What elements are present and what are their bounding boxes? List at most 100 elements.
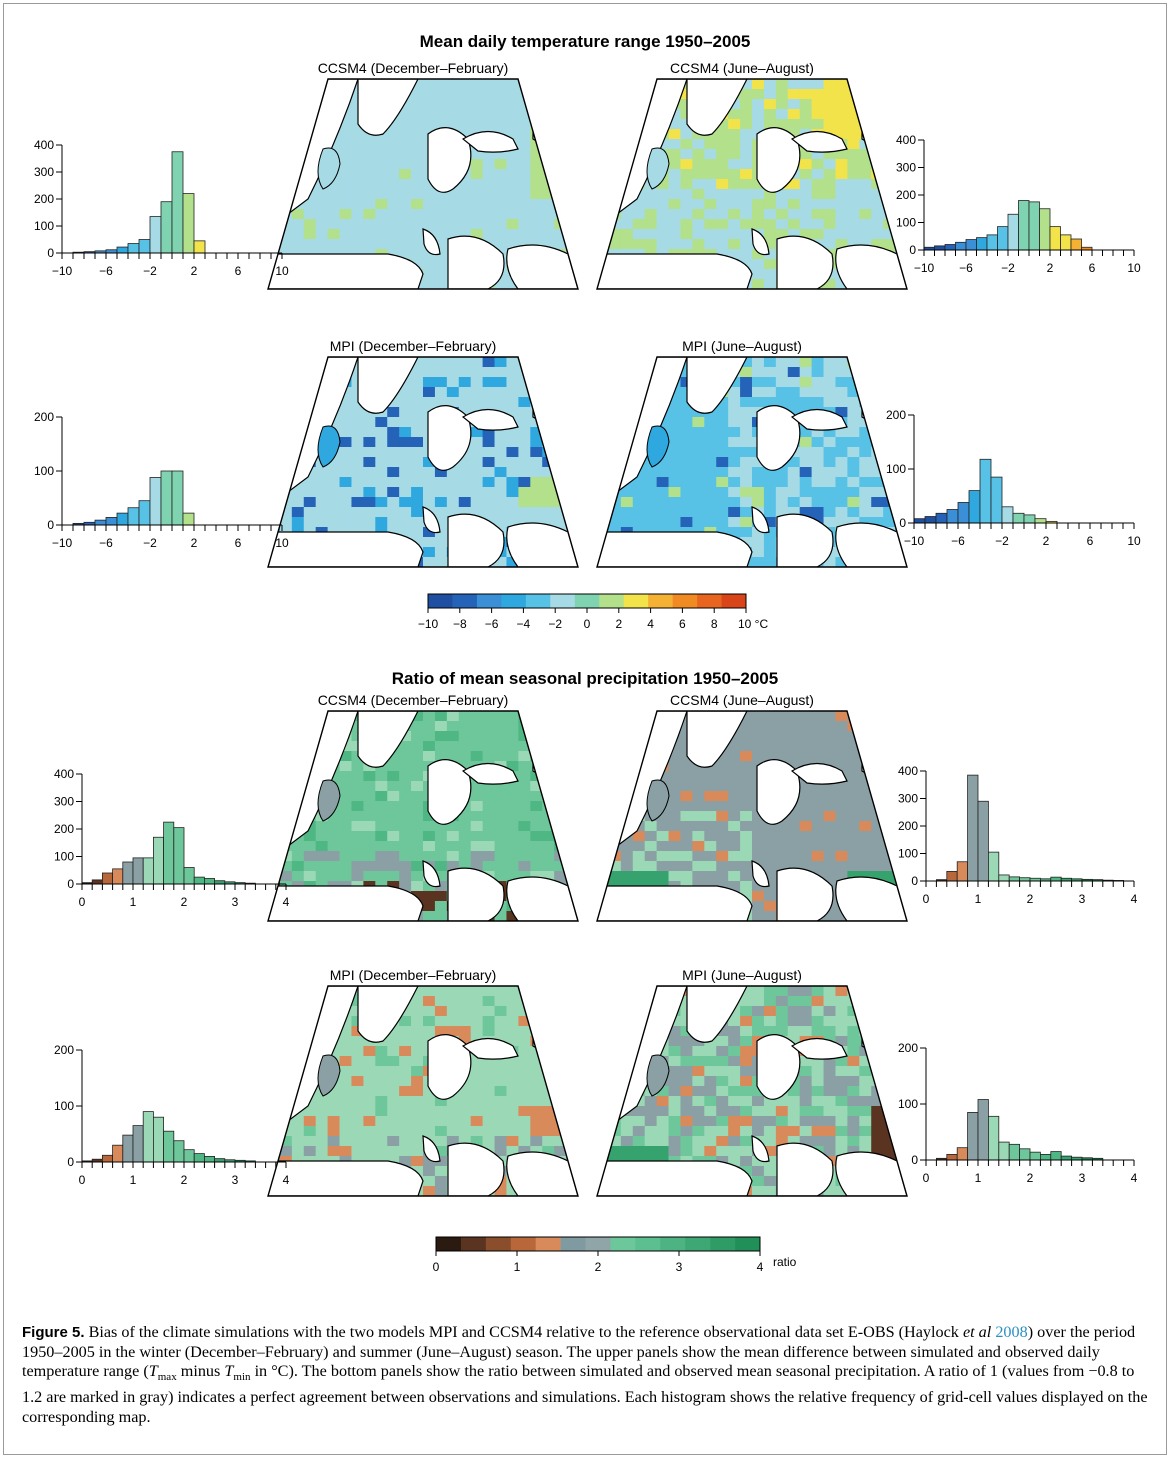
map-cell — [411, 467, 424, 478]
map-cell — [835, 457, 848, 468]
map-cell — [704, 791, 717, 802]
map-cell — [494, 437, 507, 448]
map-cell — [339, 397, 352, 408]
map-cell — [375, 467, 388, 478]
map-cell — [268, 487, 281, 498]
map-cell — [775, 229, 789, 240]
map-cell — [482, 1126, 495, 1137]
map-cell — [656, 219, 669, 230]
map-cell — [752, 387, 765, 398]
map-cell — [566, 377, 578, 388]
map-cell — [506, 711, 519, 722]
map-cell — [554, 771, 567, 782]
map-cell — [506, 357, 519, 368]
dtr-mpi-djf-bar — [138, 500, 151, 526]
map-cell — [716, 119, 729, 130]
map-cell — [506, 279, 519, 289]
map-cell — [399, 169, 412, 180]
dtr-ccsm4-djf-bar — [116, 246, 129, 254]
dtr-ccsm4-jja-bar — [1028, 201, 1040, 251]
map-cell — [351, 801, 364, 812]
map-cell — [482, 79, 495, 90]
map-cell — [692, 1106, 705, 1117]
map-cell — [399, 477, 412, 488]
map-cell — [835, 831, 848, 842]
map-cell — [883, 731, 896, 742]
map-cell — [871, 711, 884, 722]
y-tick-label: 100 — [34, 464, 54, 478]
map-cell — [279, 417, 293, 428]
pr-mpi-djf-bar — [102, 1154, 114, 1163]
map-cell — [423, 487, 436, 498]
map-cell — [656, 1106, 669, 1117]
map-cell — [811, 189, 824, 200]
map-cell — [752, 1126, 765, 1137]
map-cell — [632, 711, 646, 722]
map-cell — [434, 871, 448, 882]
map-cell — [268, 851, 281, 862]
map-cell — [847, 801, 860, 812]
map-cell — [518, 1066, 531, 1077]
caption-ref-year[interactable]: 2008 — [991, 1323, 1028, 1341]
map-cell — [506, 557, 519, 567]
map-cell — [446, 397, 460, 408]
map-cell — [883, 1056, 896, 1067]
map-cell — [375, 821, 388, 832]
x-tick-label: −2 — [143, 264, 157, 278]
map-cell — [339, 239, 352, 250]
map-cell — [399, 761, 412, 772]
map-cell — [411, 259, 424, 270]
map-cell — [291, 1126, 305, 1137]
map-cell — [434, 377, 448, 388]
map-cell — [632, 1146, 646, 1157]
map-cell — [339, 149, 352, 160]
map-cell — [787, 986, 801, 997]
map-cell — [799, 119, 813, 130]
map-cell — [268, 159, 281, 170]
map-cell — [434, 357, 448, 368]
map-cell — [823, 487, 836, 498]
map-cell — [597, 1106, 610, 1117]
map-cell — [530, 487, 543, 498]
map-cell — [608, 1076, 622, 1087]
dtr-mpi-jja-map-frame — [596, 356, 908, 568]
map-cell — [847, 721, 860, 732]
x-tick-label: 2 — [1027, 892, 1034, 906]
map-cell — [752, 1096, 765, 1107]
map-cell — [787, 811, 801, 822]
map-cell — [704, 219, 717, 230]
map-cell — [680, 1086, 693, 1097]
dtr-mpi-djf-map — [267, 356, 579, 568]
map-cell — [811, 179, 824, 190]
map-cell — [620, 129, 634, 140]
map-cell — [279, 119, 293, 130]
map-cell — [656, 199, 669, 210]
map-cell — [811, 1076, 824, 1087]
map-cell — [895, 229, 907, 240]
map-cell — [668, 149, 681, 160]
map-cell — [597, 357, 610, 368]
map-cell — [530, 507, 543, 518]
map-cell — [339, 861, 352, 872]
map-cell — [871, 119, 884, 130]
map-cell — [554, 1076, 567, 1087]
x-tick-label: −2 — [1001, 261, 1015, 275]
map-cell — [859, 1106, 872, 1117]
map-cell — [518, 1056, 531, 1067]
map-cell — [518, 229, 531, 240]
map-cell — [823, 721, 836, 732]
map-cell — [871, 771, 884, 782]
map-cell — [387, 189, 400, 200]
map-cell — [608, 189, 622, 200]
map-cell — [375, 447, 388, 458]
map-cell — [351, 851, 364, 862]
map-cell — [375, 189, 388, 200]
map-cell — [895, 79, 907, 90]
map-cell — [799, 497, 813, 508]
map-cell — [763, 377, 777, 388]
map-cell — [859, 189, 872, 200]
map-cell — [458, 861, 472, 872]
sea-mask — [861, 1027, 893, 1052]
map-cell — [399, 1116, 412, 1127]
map-cell — [387, 219, 400, 230]
